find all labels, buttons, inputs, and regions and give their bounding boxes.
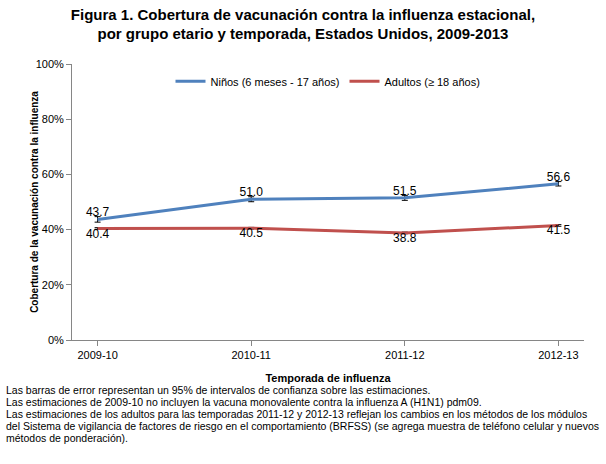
svg-text:38.8: 38.8 — [393, 231, 417, 245]
svg-text:Figura 1. Cobertura de vacunac: Figura 1. Cobertura de vacunación contra… — [71, 6, 535, 43]
svg-text:60%: 60% — [42, 168, 64, 180]
svg-text:40.5: 40.5 — [240, 226, 264, 240]
svg-text:Cobertura de la vacunación con: Cobertura de la vacunación contra la inf… — [29, 91, 40, 313]
svg-text:41.5: 41.5 — [547, 223, 571, 237]
svg-text:40%: 40% — [42, 223, 64, 235]
svg-text:0%: 0% — [48, 334, 64, 346]
html-text:Las estimaciones de los adulto: Las estimaciones de los adultos para las… — [6, 408, 599, 444]
html-text:Las estimaciones de 2009-10 no: Las estimaciones de 2009-10 no incluyen … — [6, 396, 482, 408]
svg-text:2012-13: 2012-13 — [538, 349, 578, 361]
svg-text:56.6: 56.6 — [547, 170, 571, 184]
svg-text:Adultos (≥ 18 años): Adultos (≥ 18 años) — [385, 76, 480, 88]
svg-text:43.7: 43.7 — [86, 205, 110, 219]
svg-text:2010-11: 2010-11 — [231, 349, 271, 361]
svg-text:20%: 20% — [42, 279, 64, 291]
svg-text:2009-10: 2009-10 — [77, 349, 117, 361]
svg-text:51.0: 51.0 — [240, 185, 264, 199]
svg-text:100%: 100% — [36, 58, 64, 70]
svg-text:Niños (6 meses - 17 años): Niños (6 meses - 17 años) — [211, 76, 340, 88]
svg-text:Temporada de influenza: Temporada de influenza — [265, 372, 391, 384]
html-text:Las barras de error representa: Las barras de error representan un 95% d… — [6, 384, 431, 396]
svg-text:80%: 80% — [42, 113, 64, 125]
svg-text:51.5: 51.5 — [393, 184, 417, 198]
svg-text:40.4: 40.4 — [86, 227, 110, 241]
svg-text:2011-12: 2011-12 — [385, 349, 425, 361]
